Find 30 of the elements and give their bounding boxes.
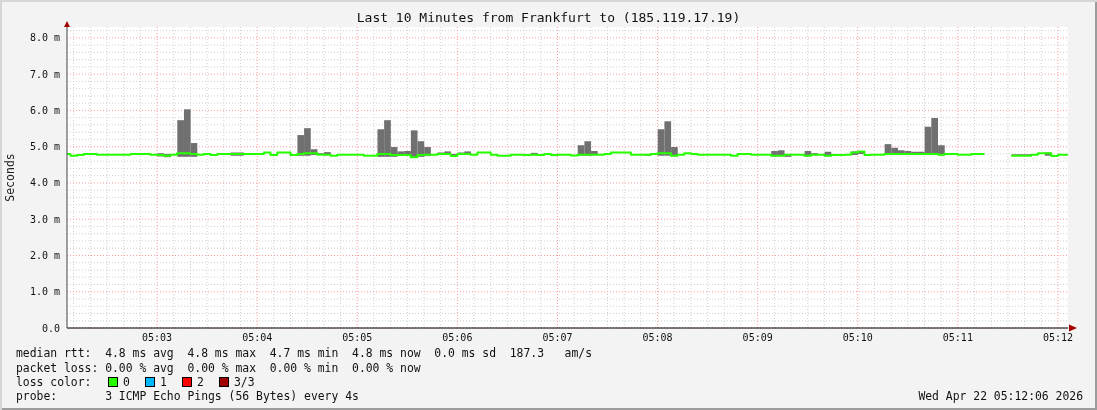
x-tick-label: 05:10 xyxy=(842,332,873,344)
y-axis-title: Seconds xyxy=(3,153,17,202)
x-tick-label: 05:09 xyxy=(742,332,773,344)
x-tick-label: 05:04 xyxy=(242,332,273,344)
y-tick-label: 7.0 m xyxy=(29,68,60,80)
y-tick-label: 3.0 m xyxy=(29,213,60,225)
x-tick-label: 05:03 xyxy=(142,332,173,344)
legend-label: 3/3 xyxy=(234,375,255,389)
y-tick-label: 6.0 m xyxy=(29,104,60,116)
x-tick-label: 05:08 xyxy=(642,332,673,344)
legend-label: 0 xyxy=(123,375,130,389)
text: median rtt: 4.8 ms avg 4.8 ms max 4.7 ms min 4.8 ms now 0.0 ms sd 187.3 am/s xyxy=(16,346,593,360)
legend-label: 1 xyxy=(160,375,167,389)
y-tick-label: 4.0 m xyxy=(29,177,60,189)
y-tick-label: 0.0 xyxy=(41,322,60,334)
x-tick-label: 05:05 xyxy=(342,332,373,344)
x-tick-label: 05:12 xyxy=(1042,332,1074,344)
legend-label: 2 xyxy=(197,375,204,389)
text: packet loss: 0.00 % avg 0.00 % max 0.00 % min 0.00 % now xyxy=(16,361,421,375)
x-tick-label: 05:06 xyxy=(442,332,473,344)
text: probe: 3 ICMP Echo Pings (56 Bytes) every 4s xyxy=(16,389,359,403)
text: Wed Apr 22 05:12:06 2026 xyxy=(918,389,1083,403)
x-tick-label: 05:07 xyxy=(542,332,573,344)
y-tick-label: 2.0 m xyxy=(29,250,60,262)
y-tick-label: 5.0 m xyxy=(29,141,60,153)
chart-title: Last 10 Minutes from Frankfurt to (185.119.17.19) xyxy=(355,10,742,26)
x-tick-label: 05:11 xyxy=(942,332,973,344)
y-tick-label: 8.0 m xyxy=(29,32,60,44)
y-tick-label: 1.0 m xyxy=(29,286,60,298)
legend-title: loss color: xyxy=(16,375,93,389)
